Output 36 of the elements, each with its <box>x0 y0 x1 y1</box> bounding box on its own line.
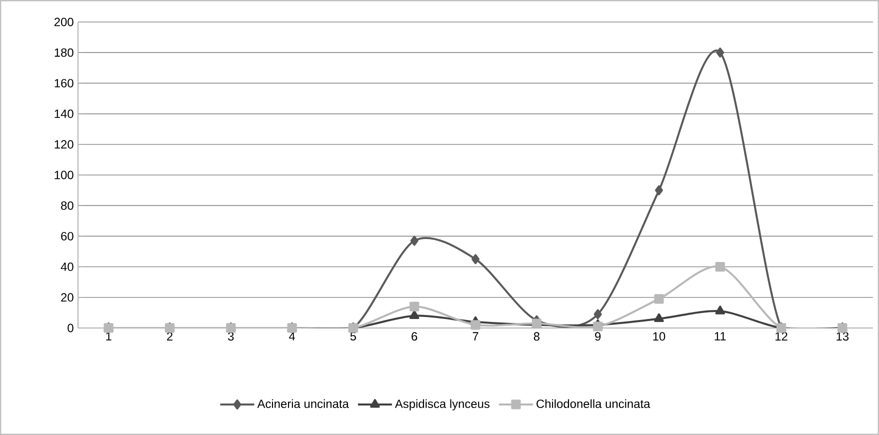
x-tick-label: 6 <box>412 332 418 341</box>
point <box>716 48 724 58</box>
point <box>654 313 664 322</box>
y-tick-label: 60 <box>61 232 74 240</box>
x-tick-label: 10 <box>653 332 666 341</box>
point <box>470 320 480 330</box>
x-tick-label: 9 <box>595 332 601 341</box>
y-tick-label: 100 <box>54 170 74 180</box>
x-tick-label: 13 <box>836 332 849 341</box>
legend-label: Aspidisca lynceus <box>394 399 490 410</box>
point <box>594 309 602 320</box>
point <box>654 294 664 304</box>
point <box>410 302 420 312</box>
point <box>472 254 480 264</box>
y-tick-label: 40 <box>60 262 74 272</box>
point <box>715 262 725 272</box>
y-tick-label: 160 <box>54 78 74 88</box>
x-tick-label: 8 <box>534 332 540 341</box>
legend-label: Chilodonella uncinata <box>536 399 650 408</box>
y-tick-label: 0 <box>68 324 74 332</box>
y-tick-label: 180 <box>54 48 74 57</box>
y-tick-label: 20 <box>61 293 74 302</box>
point <box>410 236 418 246</box>
legend-label: Acineria uncinata <box>257 399 349 408</box>
x-tick-label: 7 <box>472 332 478 340</box>
x-tick-label: 4 <box>289 332 296 340</box>
y-tick-label: 120 <box>54 140 74 149</box>
point <box>593 322 603 332</box>
y-tick-label: 80 <box>61 201 74 210</box>
y-tick-label: 140 <box>54 110 74 118</box>
point <box>654 185 663 196</box>
point <box>715 306 726 314</box>
x-tick-label: 11 <box>714 332 726 340</box>
y-tick-label: 200 <box>54 18 74 26</box>
x-tick-label: 12 <box>776 332 788 341</box>
point <box>409 310 420 319</box>
